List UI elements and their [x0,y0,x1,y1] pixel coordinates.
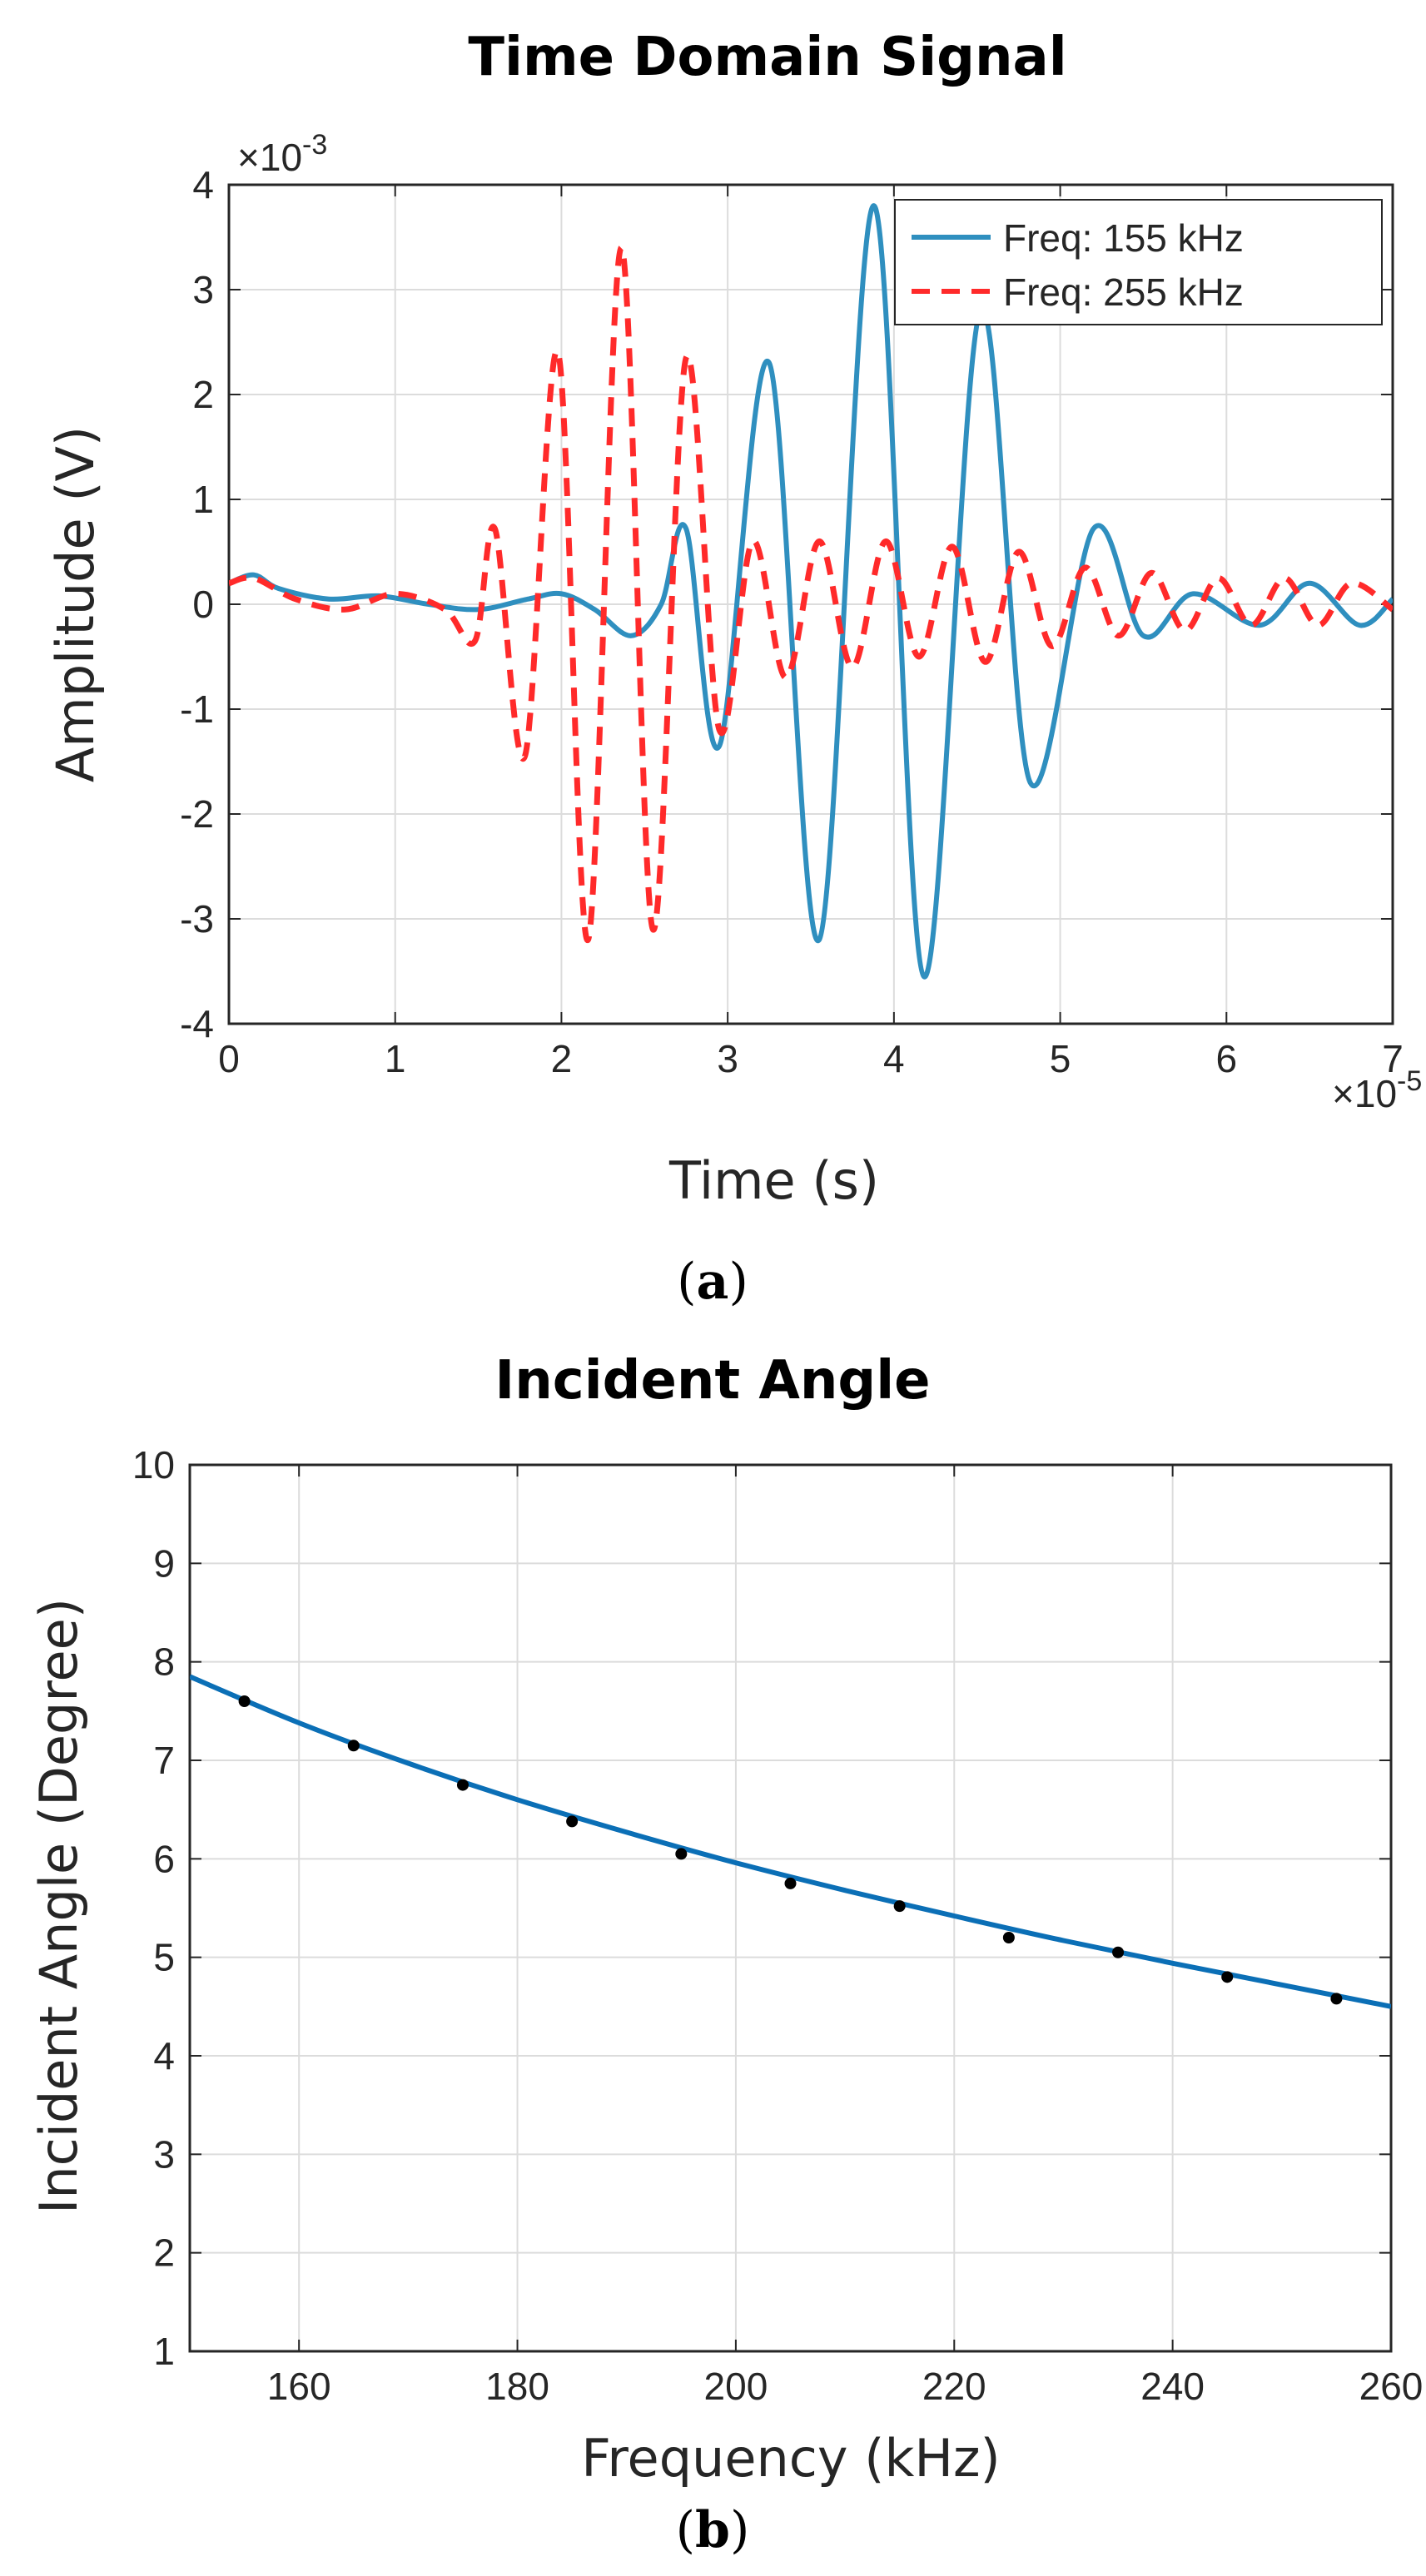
data-point [238,1695,251,1707]
y-tick-label: 10 [132,1443,175,1487]
data-point [456,1779,469,1791]
y-tick-label: 9 [153,1541,175,1585]
x-exponent: ×10-5 [1332,1065,1422,1115]
y-tick-labels: 1 2 3 4 5 6 7 8 9 10 [132,1443,175,2373]
series-freq-155-khz [229,203,1393,980]
figure-a: Time Domain Signal 0 1 2 3 4 5 6 7 -4 -3 -2 -1 0 1 2 3… [45,27,1422,1311]
y-exponent: ×10-3 [237,129,327,179]
series-group [229,203,1393,980]
y-tick-label: 4 [192,163,214,206]
x-tick-label: 3 [717,1037,738,1080]
data-point [1002,1932,1015,1943]
data-point [1112,1946,1125,1958]
figure-b: Incident Angle 160 180 200 220 240 260 1 2 3 4 5 6… [0,1323,1426,2576]
chart-title: Time Domain Signal [468,27,1066,88]
y-tick-labels: -4 -3 -2 -1 0 1 2 3 4 [180,163,214,1045]
y-tick-label: 1 [192,478,214,521]
x-tick-label: 2 [551,1037,573,1080]
legend-entry-255khz: Freq: 255 kHz [1003,271,1244,314]
y-tick-label: -2 [180,792,214,836]
y-tick-label: 4 [153,2034,175,2077]
y-tick-label: 0 [192,583,214,626]
x-tick-label: 260 [1359,2365,1424,2408]
data-point [675,1848,688,1860]
x-tick-labels: 0 1 2 3 4 5 6 7 [218,1037,1404,1080]
series-group [190,1674,1391,2009]
legend-box [894,199,1383,325]
x-tick-label: 5 [1050,1037,1071,1080]
caption-a: (a) [677,1253,748,1311]
legend: Freq: 155 kHz Freq: 255 kHz [894,199,1383,325]
x-tick-label: 200 [704,2365,768,2408]
x-tick-label: 160 [267,2365,331,2408]
legend-entry-155khz: Freq: 155 kHz [1003,216,1244,260]
y-tick-label: 1 [153,2330,175,2373]
series-fit-curve [190,1674,1391,2009]
y-axis-label: Incident Angle (Degree) [28,1598,89,2214]
y-tick-label: 7 [153,1739,175,1782]
x-tick-label: 1 [385,1037,406,1080]
data-point [893,1900,906,1913]
x-tick-label: 7 [1382,1037,1404,1080]
x-axis-label: Time (s) [668,1150,879,1211]
y-tick-label: 6 [153,1837,175,1880]
y-tick-label: -1 [180,687,214,731]
tick-marks [190,1464,1392,2352]
data-point [347,1740,360,1752]
y-tick-label: -4 [180,1002,214,1045]
y-tick-label: 3 [192,268,214,311]
tick-marks [228,184,1394,1025]
x-tick-label: 6 [1215,1037,1237,1080]
y-tick-label: 5 [153,1936,175,1979]
x-axis-label: Frequency (kHz) [581,2428,1000,2489]
grid [190,1464,1392,2352]
caption-b: (b) [676,2501,750,2559]
y-tick-label: 2 [153,2231,175,2275]
y-tick-label: 8 [153,1640,175,1684]
data-point [784,1877,797,1889]
time-domain-chart: Time Domain Signal 0 1 2 3 4 5 6 7 -4 -3 -2 -1 0 1 2 3… [45,27,1422,1311]
x-tick-label: 180 [485,2365,549,2408]
series-freq-255-khz [229,245,1393,943]
x-tick-label: 220 [922,2365,986,2408]
plot-frame [188,1463,1393,2353]
y-tick-label: -3 [180,897,214,941]
data-point [1221,1971,1234,1983]
incident-angle-chart: Incident Angle 160 180 200 220 240 260 1 2 3 4 5 6… [28,1350,1424,2559]
y-tick-label: 2 [192,373,214,416]
data-point [566,1815,579,1828]
x-tick-label: 4 [883,1037,905,1080]
x-tick-labels: 160 180 200 220 240 260 [267,2365,1424,2408]
y-axis-label: Amplitude (V) [45,426,106,782]
data-point [1330,1993,1343,2005]
x-tick-label: 240 [1140,2365,1205,2408]
chart-title: Incident Angle [494,1350,930,1412]
y-tick-label: 3 [153,2132,175,2176]
x-tick-label: 0 [218,1037,240,1080]
